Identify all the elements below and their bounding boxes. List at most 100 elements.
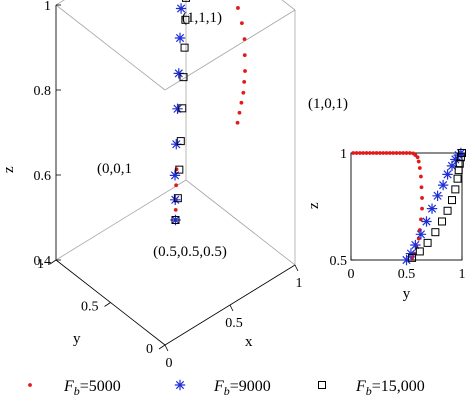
y-tick	[104, 302, 111, 307]
data-point	[408, 253, 417, 262]
data-point	[357, 151, 362, 155]
data-point	[438, 217, 447, 226]
data-point	[180, 43, 189, 52]
data-point	[405, 248, 417, 259]
data-point	[394, 151, 399, 155]
data-point	[451, 185, 460, 194]
data-point	[170, 214, 181, 226]
data-point	[417, 166, 422, 170]
y-tick-label: 1	[37, 257, 44, 272]
y-tick	[158, 344, 166, 350]
legend-marker	[174, 379, 186, 391]
data-point	[442, 169, 453, 180]
data-point	[401, 151, 406, 155]
data-point	[176, 137, 185, 146]
data-point	[401, 254, 412, 266]
data-point	[171, 216, 180, 224]
data-point	[407, 151, 412, 155]
y-axis-label: z	[306, 202, 322, 209]
box-edge	[281, 0, 296, 11]
data-point	[455, 147, 467, 159]
box-edge	[55, 179, 187, 261]
data-point	[446, 160, 458, 172]
data-point	[454, 166, 463, 175]
data-point	[371, 151, 376, 155]
data-point	[173, 194, 182, 203]
data-point	[404, 151, 409, 155]
x-tick-label: 0	[166, 356, 173, 371]
box-edge	[185, 179, 296, 266]
data-point	[170, 194, 181, 205]
data-point	[415, 155, 420, 160]
legend-label: Fb=15,000	[355, 378, 425, 398]
z-tick-label: 0.8	[34, 84, 52, 99]
data-point	[169, 170, 181, 181]
point-annotation: (0.5,0.5,0.5)	[153, 244, 227, 260]
data-point	[173, 68, 184, 79]
data-point	[455, 159, 464, 168]
x-tick	[229, 304, 234, 312]
data-point	[235, 120, 240, 125]
data-point	[242, 80, 247, 84]
data-point	[174, 32, 186, 44]
data-point	[381, 151, 386, 155]
x-axis-label: y	[403, 286, 411, 302]
y-tick-label: 0.5	[330, 254, 348, 269]
data-point	[351, 151, 356, 155]
data-point	[391, 151, 396, 155]
data-point	[367, 151, 372, 155]
x-tick	[164, 344, 169, 352]
data-point	[437, 179, 449, 191]
legend-label: Fb=9000	[213, 378, 271, 398]
data-point	[456, 153, 465, 162]
data-point	[182, 0, 191, 2]
data-point	[175, 3, 187, 14]
3d-scatter-plot: 00.5100.510.40.60.81xyz(1,1,1)(1,0,1)(0,…	[1, 0, 348, 371]
data-point	[239, 100, 244, 105]
x-tick-label: 0.5	[398, 267, 416, 282]
box-edge	[55, 4, 166, 91]
data-point	[419, 174, 423, 179]
box-edge	[55, 0, 65, 6]
y-tick-label: 1	[340, 147, 347, 162]
data-point	[181, 15, 190, 24]
y-tick-label: 0	[146, 342, 153, 357]
data-point	[173, 207, 178, 212]
y-axis-label: y	[73, 331, 81, 347]
data-point	[175, 165, 184, 174]
x-tick-label: 0	[348, 267, 355, 282]
x-axis-label: x	[245, 334, 253, 350]
point-annotation: (1,1,1)	[182, 10, 222, 26]
data-point	[426, 203, 438, 214]
data-point	[410, 239, 421, 251]
point-annotation: (0,0,1	[97, 161, 132, 177]
data-point	[239, 21, 244, 26]
data-point	[420, 206, 424, 211]
data-point	[420, 196, 424, 200]
data-point	[243, 69, 247, 73]
data-point	[415, 247, 424, 256]
data-point	[421, 216, 432, 227]
legend-label: Fb=5000	[63, 378, 121, 398]
z-axis-label: z	[1, 166, 17, 173]
data-point	[416, 159, 421, 164]
data-point	[178, 104, 187, 113]
y-tick-label: 0.5	[81, 300, 99, 315]
data-point	[237, 110, 242, 115]
data-point	[397, 151, 402, 155]
plot-frame	[350, 152, 463, 261]
data-point	[415, 229, 427, 240]
data-point	[354, 151, 359, 155]
data-point	[364, 151, 369, 155]
data-point	[236, 6, 240, 10]
z-tick-label: 0.4	[34, 254, 52, 269]
data-point	[431, 228, 440, 237]
legend: Fb=5000 Fb=9000 Fb=15,000	[28, 378, 425, 398]
data-point	[450, 154, 461, 165]
data-point	[374, 151, 379, 155]
y-tick	[49, 259, 57, 265]
data-point	[179, 73, 188, 82]
z-tick-label: 0.6	[34, 169, 52, 184]
